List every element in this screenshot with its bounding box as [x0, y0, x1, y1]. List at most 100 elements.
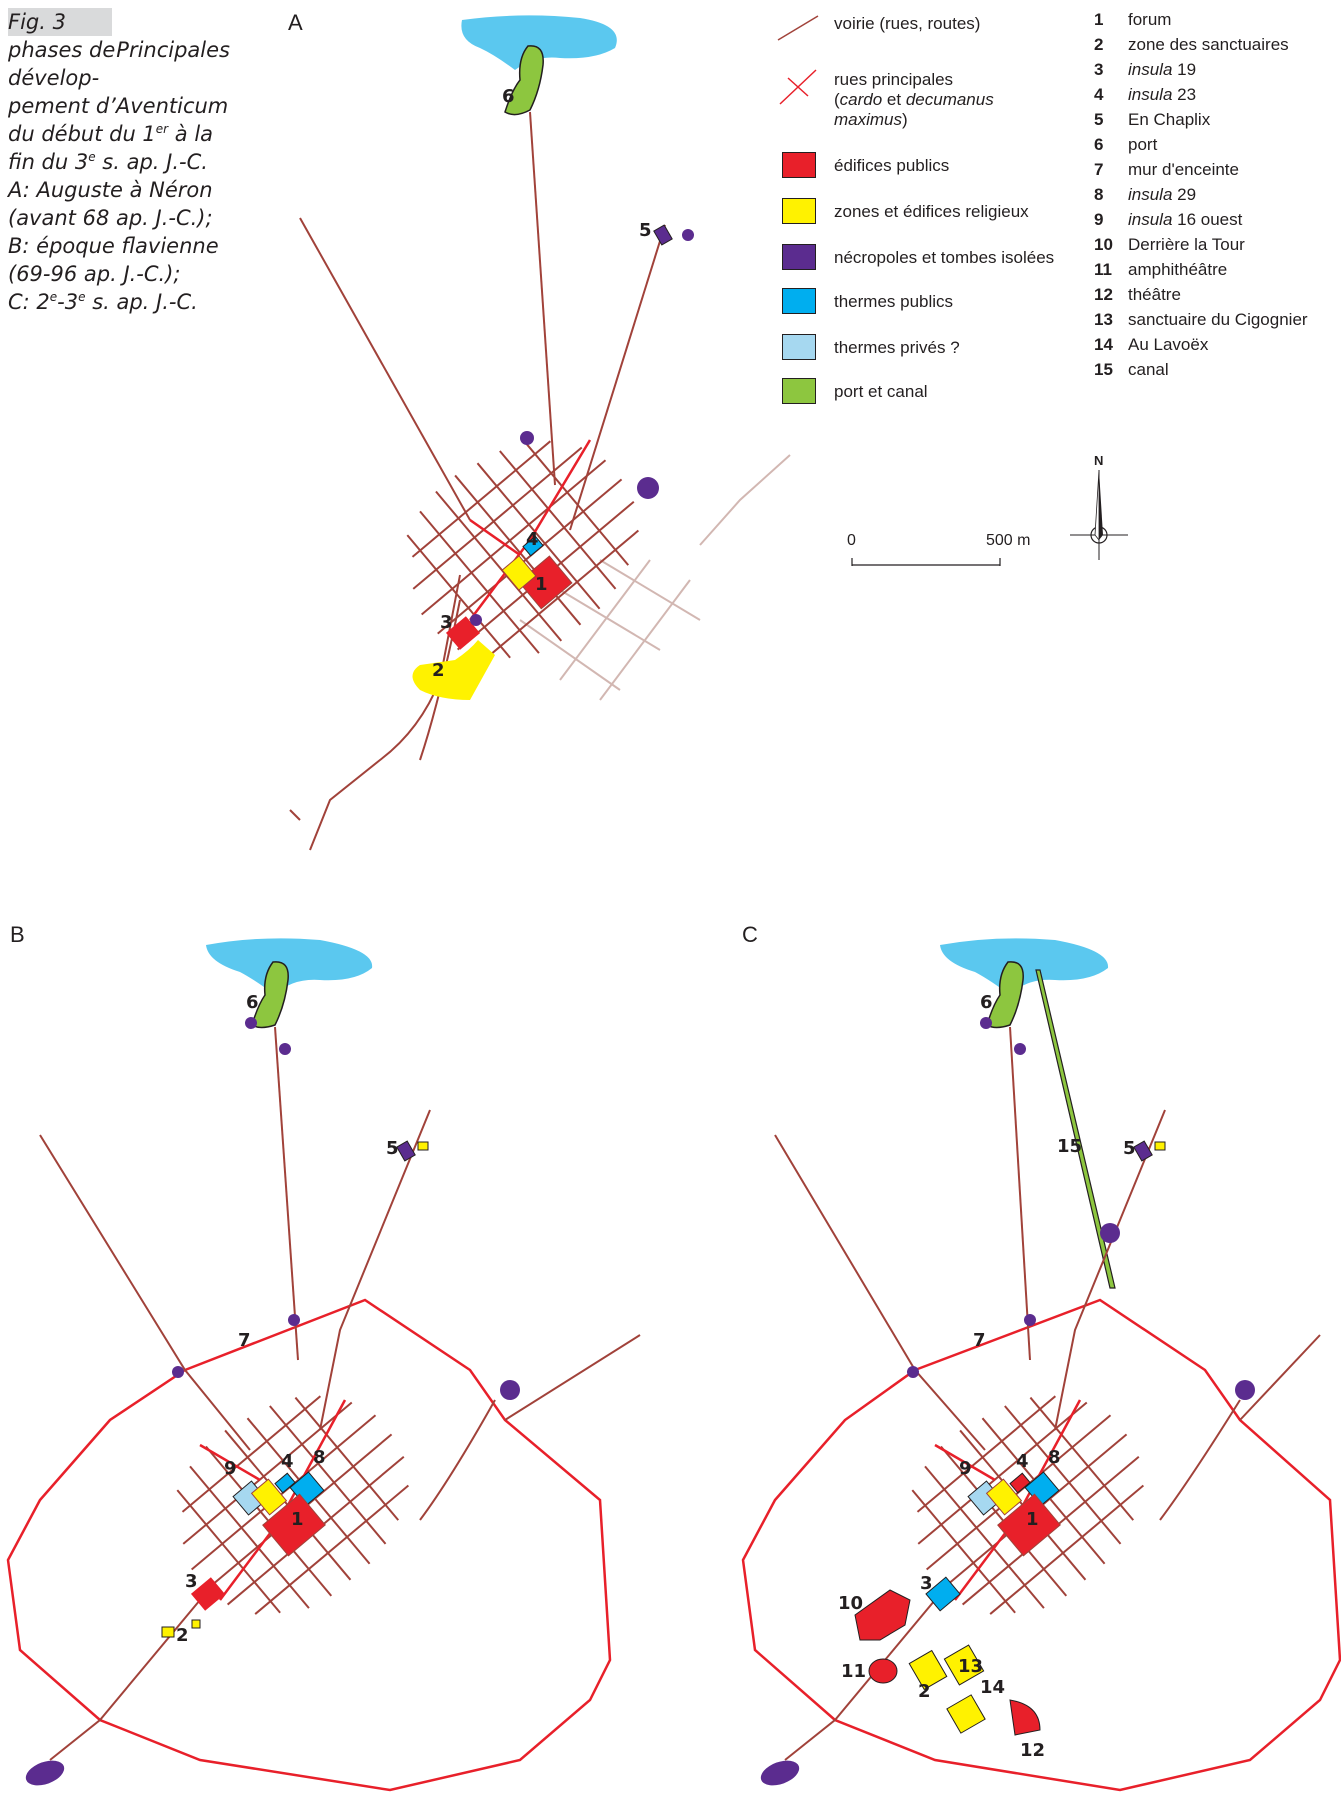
- roads-b: [39, 1026, 641, 1761]
- site-item: 1 forum: [1094, 10, 1172, 29]
- main-street-cross-icon: [779, 69, 817, 105]
- swatch-public: [782, 152, 816, 178]
- map-label: 7: [973, 1330, 986, 1351]
- site-item: 3 insula 19: [1094, 60, 1197, 79]
- map-label: 4: [281, 1451, 294, 1472]
- map-label: 1: [1026, 1509, 1039, 1530]
- road-line-icon: [777, 15, 819, 41]
- tomb: [520, 431, 534, 445]
- tomb: [980, 1017, 992, 1029]
- port: [986, 961, 1024, 1029]
- north-label: N: [1094, 453, 1103, 468]
- site-item: 11 amphithéâtre: [1094, 260, 1228, 279]
- tomb: [1024, 1314, 1036, 1326]
- sanctuary: [191, 1619, 201, 1629]
- map-panel-a: 6 5 4 1 3 2: [289, 15, 791, 851]
- map-label: 6: [502, 86, 515, 107]
- port: [251, 961, 289, 1029]
- site-item: 6 port: [1094, 135, 1158, 154]
- necropolis: [653, 224, 673, 246]
- map-label: 13: [958, 1656, 983, 1677]
- map-label: 6: [246, 992, 259, 1013]
- caption-line: du début du 1er à la: [8, 122, 214, 146]
- site-item: 2 zone des sanctuaires: [1094, 35, 1289, 54]
- site-item: 13 sanctuaire du Cigognier: [1094, 310, 1308, 329]
- tomb: [288, 1314, 300, 1326]
- map-label: 4: [1016, 1451, 1029, 1472]
- map-label: 5: [386, 1138, 399, 1159]
- forum-a: [518, 555, 573, 610]
- tomb: [1235, 1380, 1255, 1400]
- map-label: 11: [841, 1661, 866, 1682]
- tomb: [907, 1366, 919, 1378]
- site-item: 14 Au Lavoëx: [1094, 335, 1209, 354]
- map-label: 1: [535, 574, 548, 595]
- swatch-necropolis: [782, 244, 816, 270]
- insula-19-a: [445, 616, 481, 650]
- map-label: 6: [980, 992, 993, 1013]
- roads-a: [289, 111, 666, 851]
- map-label: 5: [1123, 1138, 1136, 1159]
- canal: [1035, 969, 1116, 1289]
- temple-a: [501, 555, 537, 591]
- scale-start: 0: [847, 532, 856, 549]
- map-label: 1: [291, 1509, 304, 1530]
- caption-title-start: Principales: [116, 38, 230, 62]
- caption-line: C: 2e-3e s. ap. J.-C.: [8, 290, 198, 314]
- baths-c: [925, 1576, 961, 1612]
- tomb: [637, 477, 659, 499]
- map-panel-b: 6 5 7 9 4 8 1 3 2: [6, 938, 641, 1792]
- site-item: 12 théâtre: [1094, 285, 1181, 304]
- site-item: 15 canal: [1094, 360, 1169, 379]
- map-label: 10: [838, 1593, 863, 1614]
- map-label: 3: [440, 612, 453, 633]
- tomb: [172, 1366, 184, 1378]
- swatch-public-baths: [782, 288, 816, 314]
- map-label: 7: [238, 1330, 251, 1351]
- panel-label-b: B: [10, 922, 25, 947]
- theatre: [1009, 1699, 1041, 1736]
- caption-line: A: Auguste à Néron: [8, 178, 213, 202]
- tomb: [245, 1017, 257, 1029]
- insula-19-b: [190, 1577, 226, 1611]
- map-label: 15: [1057, 1136, 1082, 1157]
- site-item: 8 insula 29: [1094, 185, 1197, 204]
- sanctuary: [1154, 1141, 1166, 1151]
- map-label: 9: [224, 1458, 237, 1479]
- scale-end: 500 m: [986, 532, 1031, 549]
- city-wall: [741, 1298, 1341, 1792]
- map-label: 8: [1048, 1447, 1061, 1468]
- map-label: 5: [639, 220, 652, 241]
- necropolis: [1133, 1140, 1153, 1162]
- necropolis: [760, 1760, 800, 1786]
- panel-label-a: A: [288, 10, 303, 35]
- public-building-c: [1009, 1472, 1031, 1494]
- baths-b: [274, 1472, 296, 1494]
- site-item: 4 insula 23: [1094, 85, 1197, 104]
- map-label: 3: [185, 1571, 198, 1592]
- map-label: 4: [526, 529, 539, 550]
- site-item: 9 insula 16 ouest: [1094, 210, 1243, 229]
- scale-bar: [851, 558, 1001, 566]
- caption-line: pement d’Aventicum: [8, 94, 229, 118]
- baths-a: [522, 535, 544, 557]
- caption-line: (69-96 ap. J.-C.);: [8, 262, 181, 286]
- roads-a-hypothetical: [519, 454, 791, 701]
- forum-c: [997, 1493, 1061, 1557]
- site-item: 10 Derrière la Tour: [1094, 235, 1245, 254]
- port: [504, 45, 544, 116]
- sanctuary: [417, 1141, 429, 1151]
- city-wall: [6, 1298, 612, 1792]
- temple-b: [250, 1478, 288, 1516]
- figure-caption: Fig. 3 Principales phases de dévelop- pe…: [8, 8, 230, 316]
- tomb: [1100, 1223, 1120, 1243]
- site-item: 7 mur d'enceinte: [1094, 160, 1239, 179]
- panel-label-c: C: [742, 922, 758, 947]
- temple-c: [985, 1478, 1023, 1516]
- lake: [940, 938, 1109, 995]
- caption-line: phases de dévelop-: [8, 38, 116, 90]
- caption-line: (avant 68 ap. J.-C.);: [8, 206, 213, 230]
- map-label: 2: [176, 1625, 189, 1646]
- map-panel-c: 6 15 5 7 9 4 8 1 10 3 13 11 2 14 12: [741, 938, 1341, 1792]
